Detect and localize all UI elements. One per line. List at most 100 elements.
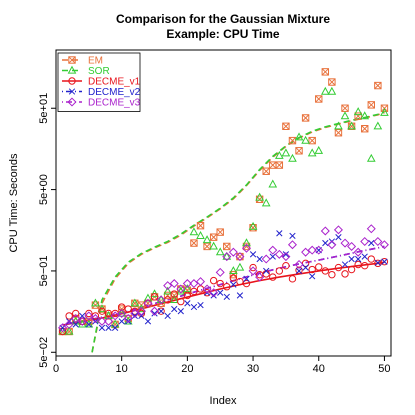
point-decme-v1 <box>282 261 290 270</box>
point-decme-v3 <box>281 252 291 262</box>
y-axis-title: CPU Time: Seconds <box>8 153 20 253</box>
point-decme-v2 <box>197 301 204 309</box>
point-decme-v2 <box>236 292 244 299</box>
point-sor <box>58 326 67 335</box>
point-decme-v2 <box>171 305 178 313</box>
point-sor <box>229 266 238 275</box>
point-em <box>275 161 284 169</box>
point-decme-v1 <box>190 287 198 296</box>
point-decme-v3 <box>294 259 304 269</box>
point-decme-v2 <box>151 310 158 317</box>
point-em <box>321 68 330 76</box>
point-decme-v1 <box>242 279 251 288</box>
point-decme-v3 <box>123 314 133 324</box>
legend-item-sor: SOR <box>62 65 110 77</box>
x-tick-label: 0 <box>53 363 59 375</box>
point-decme-v2 <box>72 321 79 328</box>
point-sor <box>274 150 284 159</box>
point-decme-v3 <box>228 247 238 257</box>
point-sor <box>202 235 212 244</box>
point-decme-v2 <box>355 255 362 263</box>
point-decme-v3 <box>71 314 81 324</box>
point-em <box>315 95 323 103</box>
point-decme-v3 <box>268 245 278 255</box>
point-decme-v1 <box>65 312 73 320</box>
point-decme-v3 <box>255 272 265 282</box>
point-em <box>334 129 343 137</box>
point-decme-v1 <box>183 291 192 300</box>
point-em <box>361 125 369 133</box>
point-decme-v2 <box>65 318 73 325</box>
point-decme-v1 <box>354 260 362 269</box>
point-sor <box>91 298 100 307</box>
legend-item-em: EM <box>62 56 103 67</box>
point-decme-v3 <box>379 240 389 250</box>
point-decme-v3 <box>117 308 127 318</box>
point-decme-v3 <box>176 284 186 294</box>
point-decme-v2 <box>138 312 145 320</box>
point-sor <box>163 286 173 295</box>
y-tick-label: 5e−02 <box>38 337 50 368</box>
point-decme-v3 <box>64 319 74 329</box>
point-em <box>374 81 382 90</box>
point-decme-v1 <box>177 297 185 306</box>
point-sor <box>340 111 350 120</box>
point-decme-v1 <box>361 261 369 270</box>
y-tick-label: 5e+00 <box>38 174 50 205</box>
point-sor <box>143 293 153 302</box>
point-sor <box>169 295 179 304</box>
point-decme-v1 <box>341 270 349 278</box>
point-decme-v1 <box>295 266 303 274</box>
point-decme-v1 <box>328 270 336 279</box>
point-decme-v1 <box>301 259 310 268</box>
point-decme-v2 <box>210 292 217 299</box>
legend-marker <box>68 56 76 64</box>
point-decme-v2 <box>374 259 382 266</box>
point-em <box>242 242 251 251</box>
point-decme-v3 <box>209 288 219 298</box>
point-decme-v1 <box>380 257 389 266</box>
point-em <box>190 239 198 247</box>
point-decme-v3 <box>261 254 271 264</box>
point-em <box>269 161 277 169</box>
point-em <box>328 78 336 86</box>
point-decme-v2 <box>361 253 368 260</box>
y-tick-label: 5e+01 <box>38 93 50 124</box>
data-points <box>58 68 389 336</box>
point-em <box>308 136 316 145</box>
chart-title-line-1: Comparison for the Gaussian Mixture <box>116 12 330 26</box>
point-decme-v1 <box>269 273 277 281</box>
point-decme-v2 <box>190 303 198 311</box>
point-decme-v2 <box>164 312 171 320</box>
point-sor <box>380 107 389 116</box>
point-decme-v3 <box>287 240 297 250</box>
x-tick-label: 20 <box>181 363 193 375</box>
point-decme-v1 <box>216 279 224 288</box>
point-em <box>288 136 297 145</box>
point-sor <box>373 121 383 130</box>
x-tick-label: 10 <box>116 363 128 375</box>
point-decme-v3 <box>143 298 153 308</box>
point-sor <box>314 145 324 154</box>
x-tick-label: 40 <box>313 363 325 375</box>
point-em <box>216 228 224 236</box>
point-decme-v1 <box>223 282 231 291</box>
point-decme-v3 <box>182 279 192 289</box>
point-em <box>301 114 310 122</box>
point-sor <box>196 231 205 239</box>
point-decme-v3 <box>110 311 120 321</box>
y-tick-label: 5e−01 <box>38 255 50 286</box>
point-decme-v3 <box>58 323 68 333</box>
legend-label: DECME_v1 <box>88 77 141 88</box>
x-tick-label: 50 <box>378 363 390 375</box>
chart-title-line-2: Example: CPU Time <box>166 27 279 41</box>
point-sor <box>117 308 127 317</box>
point-decme-v2 <box>348 255 355 263</box>
point-decme-v1 <box>85 309 93 318</box>
point-decme-v3 <box>84 311 94 321</box>
point-decme-v3 <box>301 247 311 257</box>
point-decme-v1 <box>249 263 257 272</box>
point-em <box>209 233 218 241</box>
point-decme-v2 <box>85 321 92 328</box>
